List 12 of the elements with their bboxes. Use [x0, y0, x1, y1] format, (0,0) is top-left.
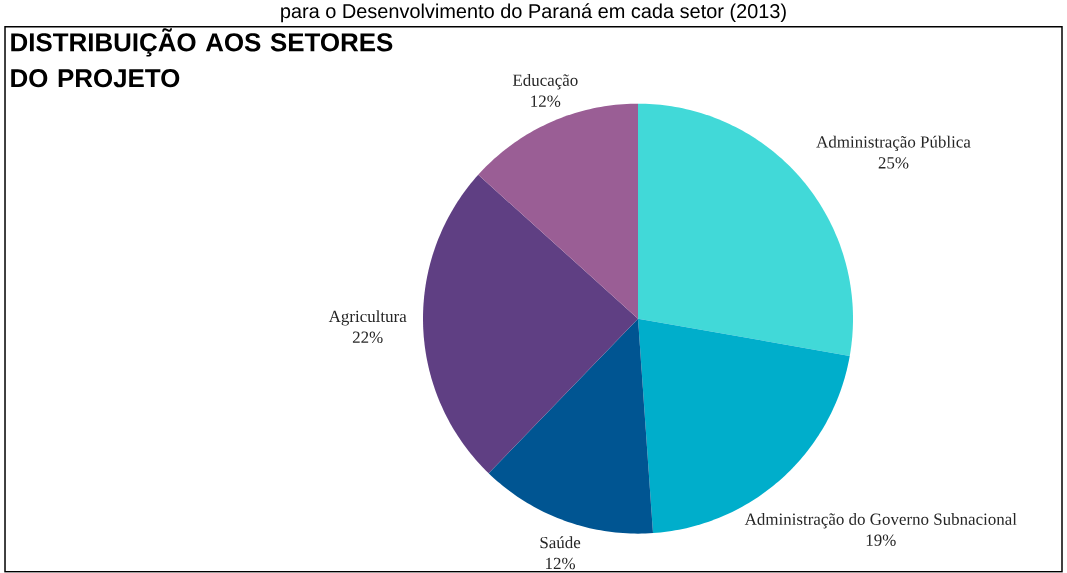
slice-label: Agricultura — [328, 310, 407, 326]
data-label: 25% — [878, 157, 909, 169]
slice-label: Educação — [512, 74, 578, 90]
slice-label: Administração do Governo Subnacional — [744, 513, 1017, 529]
text: para o Desenvolvimento do Paraná em cada setor (2013) — [281, 3, 786, 23]
data-label: 12% — [531, 95, 561, 108]
data-label: 12% — [546, 557, 576, 570]
slice-label: Administração Pública — [816, 135, 971, 152]
slice-label: Saúde — [540, 536, 581, 549]
data-label: 19% — [866, 534, 896, 547]
chart-title: DISTRIBUIÇÃO AOS SETORES DO PROJETO — [11, 28, 393, 88]
data-label: 22% — [352, 331, 383, 344]
